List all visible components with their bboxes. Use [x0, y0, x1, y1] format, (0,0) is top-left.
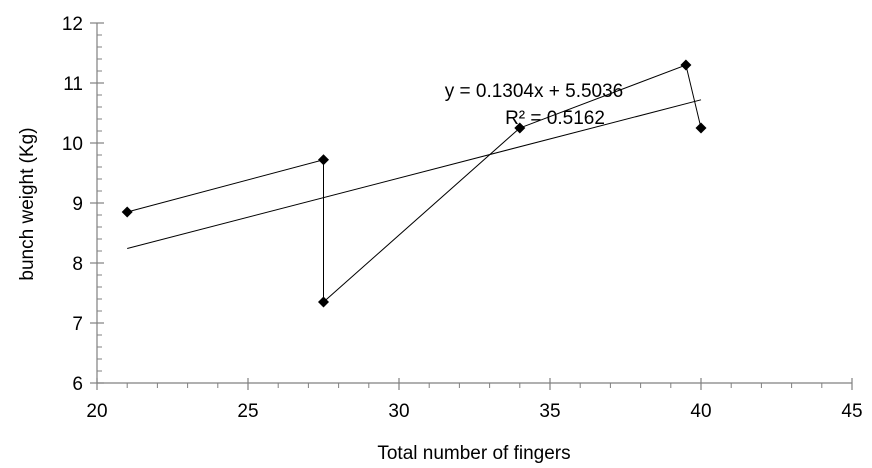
- x-axis-label: Total number of fingers: [377, 443, 570, 464]
- y-tick-label: 10: [62, 134, 83, 155]
- y-tick-label: 9: [72, 194, 83, 215]
- y-tick-label: 7: [72, 314, 83, 335]
- data-point-diamond: [318, 154, 329, 166]
- x-tick-label: 20: [86, 401, 107, 422]
- data-point-diamond: [121, 206, 133, 218]
- data-point-diamond: [695, 122, 707, 134]
- y-tick-label: 12: [62, 14, 83, 35]
- series-line: [127, 64, 702, 304]
- data-point-diamond: [318, 296, 329, 308]
- data-point-diamond: [514, 122, 526, 134]
- trendline-r-squared: R² = 0.5162: [505, 108, 605, 129]
- series-lines: [127, 64, 702, 304]
- data-markers: [121, 59, 707, 308]
- x-tick-label: 25: [237, 401, 258, 422]
- x-tick-label: 45: [841, 401, 862, 422]
- y-tick-labels: 6 7 8 9 10 11 12: [62, 14, 83, 395]
- x-tick-label: 35: [539, 401, 560, 422]
- y-tick-label: 6: [72, 374, 83, 395]
- y-axis-label: bunch weight (Kg): [17, 127, 38, 280]
- data-point-diamond: [680, 59, 692, 71]
- y-tick-label: 8: [72, 254, 83, 275]
- y-tick-label: 11: [63, 74, 83, 95]
- axes: [90, 22, 853, 390]
- x-tick-label: 40: [690, 401, 711, 422]
- x-tick-labels: 20 25 30 35 40 45: [86, 401, 862, 422]
- x-tick-label: 30: [388, 401, 409, 422]
- trendline-group: [127, 99, 702, 249]
- trendline-equation: y = 0.1304x + 5.5036: [445, 81, 624, 102]
- trendline: [127, 99, 702, 249]
